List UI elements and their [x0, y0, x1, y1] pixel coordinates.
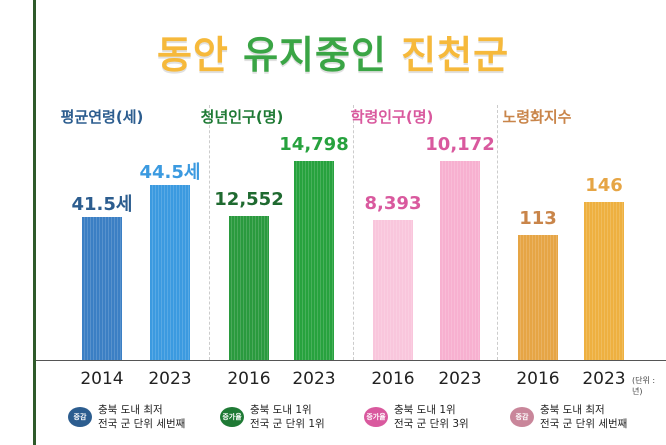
x-tick-label: 2023 — [582, 369, 626, 389]
note-line-1: 충북 도내 1위 — [394, 404, 456, 416]
group-separator — [497, 105, 498, 360]
group-title: 평균연령(세) — [60, 108, 144, 126]
title-part-3: 진천군 — [401, 33, 510, 77]
x-tick-label: 2023 — [292, 369, 336, 389]
bar — [373, 220, 413, 360]
group-title: 청년인구(명) — [200, 108, 284, 126]
bar — [440, 161, 480, 360]
note-badge: 증감 — [68, 407, 92, 427]
group-separator — [353, 105, 354, 360]
data-label: 12,552 — [214, 189, 284, 210]
data-label: 146 — [585, 175, 623, 196]
data-label: 8,393 — [364, 193, 422, 214]
title-part-1: 동안 — [156, 33, 229, 77]
data-label: 14,798 — [279, 134, 349, 155]
bar — [82, 217, 122, 360]
note-badge: 증감 — [510, 407, 534, 427]
x-tick-label: 2023 — [438, 369, 482, 389]
x-tick-label: 2014 — [80, 369, 124, 389]
data-label: 44.5세 — [139, 162, 201, 184]
note-line-2: 전국 군 단위 1위 — [250, 418, 325, 430]
note-line-1: 충북 도내 최저 — [540, 404, 605, 416]
note-line-2: 전국 군 단위 3위 — [394, 418, 469, 430]
x-tick-label: 2016 — [227, 369, 271, 389]
group-title: 노령화지수 — [502, 108, 572, 126]
note-badge: 증가율 — [220, 407, 244, 427]
page-title: 동안 유지중인 진천군 — [0, 24, 666, 79]
unit-label: (단위 : 년) — [632, 376, 656, 396]
left-border — [33, 0, 36, 445]
title-part-2: 유지중인 — [243, 33, 387, 77]
bar — [584, 202, 624, 360]
bar — [150, 185, 190, 360]
group-separator — [209, 105, 210, 360]
note-line-1: 충북 도내 최저 — [98, 404, 163, 416]
data-label: 113 — [519, 208, 557, 229]
data-label: 41.5세 — [71, 194, 133, 216]
note-line-2: 전국 군 단위 세번째 — [540, 418, 628, 430]
bar — [294, 161, 334, 360]
bar — [518, 235, 558, 360]
x-tick-label: 2023 — [148, 369, 192, 389]
x-tick-label: 2016 — [516, 369, 560, 389]
x-tick-label: 2016 — [371, 369, 415, 389]
note-line-2: 전국 군 단위 세번째 — [98, 418, 186, 430]
group-title: 학령인구(명) — [350, 108, 434, 126]
data-label: 10,172 — [425, 134, 495, 155]
note-badge: 증가율 — [364, 407, 388, 427]
bar — [229, 216, 269, 360]
baseline — [36, 360, 666, 361]
note-line-1: 충북 도내 1위 — [250, 404, 312, 416]
